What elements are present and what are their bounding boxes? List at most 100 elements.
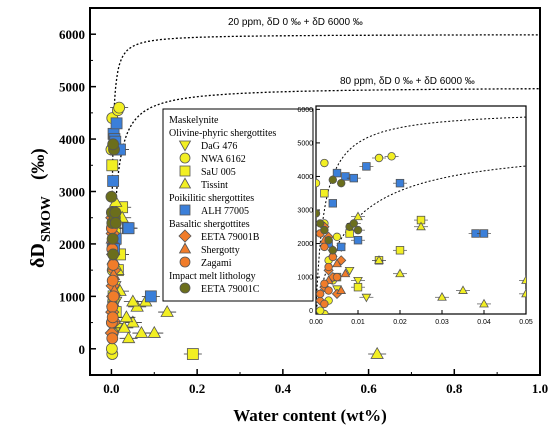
legend-entry-label: ALH 77005 bbox=[201, 206, 249, 217]
inset-y-tick-label: 1000 bbox=[297, 275, 313, 282]
inset-point-nwa-6162 bbox=[374, 153, 384, 163]
x-tick-label: 0.4 bbox=[275, 381, 292, 396]
inset-point-alh-77005 bbox=[332, 168, 342, 178]
inset-data bbox=[316, 116, 526, 314]
inset-x-tick-label: 0.01 bbox=[351, 319, 365, 326]
y-axis-label-unit: (‰) bbox=[28, 148, 49, 180]
x-tick-label: 0.8 bbox=[446, 381, 463, 396]
inset-point-eeta-79001c bbox=[316, 209, 321, 218]
y-tick-label: 6000 bbox=[59, 27, 85, 42]
inset-point-zagami bbox=[320, 279, 329, 289]
legend-group-title: Basaltic shergottites bbox=[169, 219, 250, 230]
data-point-sau-005 bbox=[186, 348, 199, 360]
inset-point-alh-77005 bbox=[479, 229, 489, 238]
inset-y-tick-label: 0 bbox=[309, 308, 313, 315]
inset-point-tissint bbox=[416, 221, 426, 231]
inset-point-zagami bbox=[324, 262, 333, 272]
legend-group-title: Impact melt lithology bbox=[169, 271, 256, 282]
inset-point-tissint bbox=[458, 285, 468, 294]
inset-x-tick-label: 0.02 bbox=[393, 319, 407, 326]
data-point-alh-77005 bbox=[122, 222, 135, 235]
legend-entry-label: DaG 476 bbox=[201, 141, 237, 152]
inset-point-tissint bbox=[521, 275, 526, 284]
x-tick-label: 1.0 bbox=[532, 381, 548, 396]
inset-frame bbox=[315, 105, 527, 315]
inset-point-alh-77005 bbox=[328, 199, 337, 208]
y-axis-label-subscript: SMOW bbox=[39, 196, 54, 242]
inset-point-tissint bbox=[479, 298, 489, 308]
inset-point-sau-005 bbox=[320, 189, 329, 198]
inset-point-eeta-79001c bbox=[353, 225, 363, 235]
legend-marker-alh-77005 bbox=[179, 204, 191, 216]
data-point-zagami bbox=[107, 290, 120, 303]
legend-marker-zagami bbox=[179, 256, 191, 268]
inset-y-tick-label: 5000 bbox=[297, 140, 313, 147]
inset-point-dag-476 bbox=[361, 293, 372, 303]
inset-point-alh-77005 bbox=[336, 242, 346, 252]
data-point-zagami bbox=[106, 300, 119, 313]
inset-point-nwa-6162 bbox=[316, 306, 325, 314]
legend-marker-nwa-6162 bbox=[179, 152, 191, 164]
inset-point-zagami bbox=[320, 299, 329, 309]
inset-point-alh-77005 bbox=[349, 173, 358, 183]
data-point-zagami bbox=[106, 311, 119, 324]
inset-point-shergotty bbox=[336, 285, 347, 294]
inset-point-eeta-79001c bbox=[328, 246, 337, 255]
inset-x-tick-label: 0.00 bbox=[309, 319, 323, 326]
x-tick-label: 0.0 bbox=[103, 381, 119, 396]
inset-point-tissint bbox=[437, 292, 447, 301]
inset-point-tissint bbox=[395, 268, 405, 278]
inset-point-alh-77005 bbox=[362, 162, 371, 171]
inset-mixing-curve bbox=[316, 116, 526, 311]
inset-point-eeta-79001c bbox=[337, 178, 346, 188]
data-point-tissint bbox=[134, 325, 149, 338]
inset-point-alh-77005 bbox=[353, 235, 363, 245]
inset-point-nwa-6162 bbox=[320, 158, 329, 168]
data-point-tissint bbox=[119, 310, 134, 323]
inset-point-eeta-79001c bbox=[320, 225, 329, 235]
inset-point-sau-005 bbox=[353, 282, 363, 292]
inset-point-alh-77005 bbox=[341, 172, 350, 181]
data-point-eeta-79001c bbox=[107, 248, 120, 261]
legend-marker-tissint bbox=[178, 177, 192, 189]
inset-point-shergotty bbox=[340, 268, 351, 278]
inset-point-zagami bbox=[324, 286, 333, 295]
inset-x-tick-label: 0.03 bbox=[435, 319, 449, 326]
data-point-eeta-79001c bbox=[107, 138, 120, 151]
inset-point-nwa-6162 bbox=[387, 152, 396, 161]
y-tick-label: 5000 bbox=[59, 80, 85, 95]
curve-label-80ppm: 80 ppm, δD 0 ‰ + δD 6000 ‰ bbox=[340, 76, 475, 87]
inset-y-tick-label: 6000 bbox=[297, 107, 313, 114]
data-point-tissint bbox=[147, 325, 162, 338]
data-point-alh-77005 bbox=[107, 175, 120, 187]
data-point-tissint bbox=[121, 331, 136, 344]
data-point-eeta-79001c bbox=[106, 232, 119, 245]
legend-entry-label: Shergotty bbox=[201, 245, 240, 256]
legend-marker-shergotty bbox=[178, 242, 192, 254]
y-tick-label: 3000 bbox=[59, 185, 85, 200]
data-point-zagami bbox=[106, 332, 119, 345]
legend-marker-eeta-79001c bbox=[179, 282, 191, 294]
data-point-eeta-79001c bbox=[109, 217, 122, 229]
inset-point-nwa-6162 bbox=[332, 232, 342, 242]
inset-point-zagami bbox=[332, 272, 342, 282]
legend-entry-label: Tissint bbox=[201, 180, 228, 191]
y-tick-label: 1000 bbox=[59, 289, 85, 304]
inset-point-eeta-79001c bbox=[324, 235, 333, 245]
data-point-sau-005 bbox=[106, 159, 119, 172]
legend-group-title: Poikilitic shergottites bbox=[169, 193, 254, 204]
legend-group-title: Olivine-phyric shergottites bbox=[169, 128, 276, 139]
inset-point-tissint bbox=[353, 211, 363, 221]
legend-group-title: Maskelynite bbox=[169, 115, 219, 126]
y-tick-label: 0 bbox=[79, 342, 86, 357]
y-axis-label: δD bbox=[27, 243, 49, 268]
legend-marker-dag-476 bbox=[178, 140, 192, 152]
x-tick-label: 0.2 bbox=[189, 381, 205, 396]
legend: Maskelynite Olivine-phyric shergottites Da… bbox=[162, 108, 314, 302]
inset-point-nwa-6162 bbox=[316, 178, 321, 188]
inset-point-alh-77005 bbox=[395, 178, 405, 188]
y-tick-label: 2000 bbox=[59, 237, 85, 252]
inset-point-dag-476 bbox=[344, 266, 355, 276]
